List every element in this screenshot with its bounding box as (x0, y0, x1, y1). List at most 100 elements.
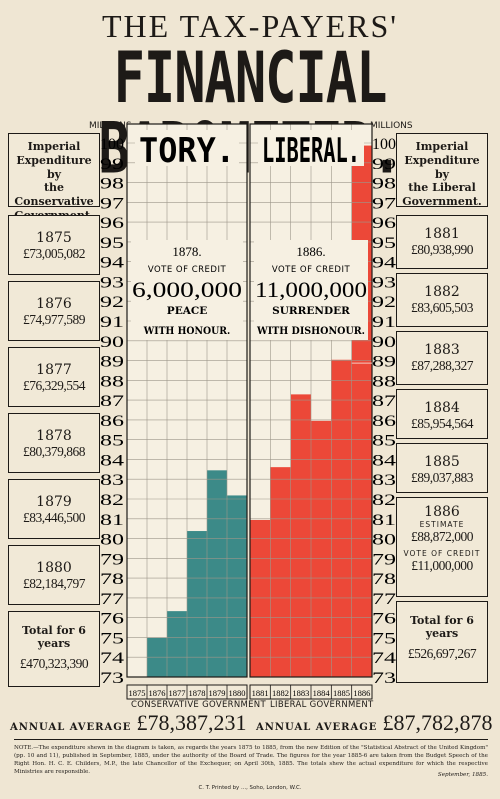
heading-line: the Conservative (14, 181, 94, 208)
y-tick-78: 78 (372, 571, 396, 588)
tory-caption-amount: 6,000,000 (132, 277, 242, 302)
box-year: 1886 (424, 504, 460, 520)
title-top: THE TAX-PAYERS' (101, 8, 399, 44)
total-label: Total for 6 years (22, 624, 86, 650)
y-tick-80: 80 (372, 532, 396, 549)
y-tick-81: 81 (100, 512, 124, 529)
tory-caption-year: 1878. (172, 244, 201, 259)
y-tick-73: 73 (100, 670, 124, 687)
y-tick-92: 92 (100, 294, 124, 311)
expenditure-box: 1881 £80,938,990 (396, 215, 488, 269)
y-tick-97: 97 (100, 195, 124, 212)
expenditure-box: 1883 £87,288,327 (396, 331, 488, 385)
y-tick-73: 73 (372, 670, 396, 687)
tory-annual-average: ANNUAL AVERAGE £78,387,231 (10, 710, 246, 736)
expenditure-box: 1879 £83,446,500 (8, 479, 100, 539)
box-year: 1880 (36, 560, 72, 576)
x-tick-1879: 1879 (209, 688, 226, 698)
liberal-avg-value: £87,782,878 (382, 710, 493, 735)
divider (14, 739, 488, 740)
y-tick-90: 90 (100, 334, 124, 351)
y-tick-99: 99 (100, 156, 124, 173)
y-tick-88: 88 (372, 373, 396, 390)
liberal-bar-1883 (290, 394, 311, 677)
x-tick-1885: 1885 (333, 688, 350, 698)
expenditure-box: 1882 £83,605,503 (396, 273, 488, 327)
y-tick-99: 99 (372, 156, 396, 173)
liberal-annual-average: ANNUAL AVERAGE £87,782,878 (256, 710, 492, 736)
footer-note: NOTE.—The expenditure shewn in the diagr… (14, 745, 488, 776)
tory-bar-1877 (167, 611, 187, 677)
liberal-caption-amount: 11,000,000 (255, 277, 367, 302)
total-box: Total for 6 years £470,323,390 (8, 611, 100, 687)
expenditure-box: 1875 £73,005,082 (8, 215, 100, 275)
printer-line: C. T. Printed by ..., Soho, London, W.C. (198, 785, 302, 791)
tory-avg-label: ANNUAL AVERAGE (10, 722, 132, 733)
panel-heading: Imperial Expenditure by the Liberal Governm… (396, 133, 488, 208)
y-tick-79: 79 (372, 551, 396, 568)
tory-caption-line1: PEACE (167, 305, 207, 317)
liberal-avg-label: ANNUAL AVERAGE (256, 722, 378, 733)
y-tick-87: 87 (100, 393, 124, 410)
tory-frame (126, 123, 248, 678)
expenditure-box: 1876 £74,977,589 (8, 281, 100, 341)
liberal-caption-year: 1886. (296, 244, 325, 259)
y-tick-78: 78 (100, 571, 124, 588)
footer-date: September, 1885. (437, 772, 488, 778)
x-tick-1877: 1877 (169, 688, 186, 698)
liberal-bar-1884 (311, 420, 332, 677)
expenditure-box: 1880 £82,184,797 (8, 545, 100, 605)
tory-heading-bg (135, 130, 239, 166)
y-tick-74: 74 (100, 650, 124, 667)
y-tick-82: 82 (372, 492, 396, 509)
y-tick-92: 92 (372, 294, 396, 311)
heading-line: Expenditure by (404, 153, 480, 181)
y-tick-100: 100 (372, 136, 396, 153)
y-tick-86: 86 (372, 413, 396, 430)
box-amount: £74,977,589 (23, 312, 86, 327)
liberal-frame (249, 123, 373, 678)
box-amount: £76,329,554 (23, 378, 86, 393)
y-tick-91: 91 (372, 314, 396, 331)
y-tick-84: 84 (372, 452, 396, 469)
heading-line: the Liberal (408, 181, 476, 195)
box-year: 1877 (36, 362, 72, 378)
y-tick-76: 76 (100, 611, 124, 628)
x-tick-1886: 1886 (353, 688, 370, 698)
y-tick-83: 83 (372, 472, 396, 489)
liberal-bar-1886 (351, 145, 372, 677)
box-vote-label: VOTE OF CREDIT (403, 549, 481, 558)
heading-line: Expenditure by (16, 153, 92, 181)
box-year: 1878 (36, 428, 72, 444)
x-tick-1884: 1884 (313, 688, 331, 698)
y-tick-86: 86 (100, 413, 124, 430)
y-tick-96: 96 (372, 215, 396, 232)
box-amount: £80,938,990 (411, 242, 474, 257)
x-tick-1875: 1875 (129, 688, 146, 698)
tory-caption-vote: VOTE OF CREDIT (148, 265, 227, 275)
x-tick-1883: 1883 (292, 688, 309, 698)
x-tick-1880: 1880 (229, 688, 246, 698)
total-box: Total for 6 years £526,697,267 (396, 601, 488, 683)
heading-line: Imperial (27, 140, 81, 153)
total-amount: £526,697,267 (407, 646, 477, 661)
x-tick-1881: 1881 (252, 688, 269, 698)
y-tick-98: 98 (100, 176, 124, 193)
tory-avg-value: £78,387,231 (136, 710, 247, 735)
liberal-caption-line2: WITH DISHONOUR. (256, 325, 365, 337)
y-tick-81: 81 (372, 512, 396, 529)
y-tick-96: 96 (100, 215, 124, 232)
y-tick-77: 77 (100, 591, 124, 608)
box-amount: £88,872,000 (411, 529, 474, 544)
box-year: 1882 (424, 284, 460, 300)
y-tick-89: 89 (100, 354, 124, 371)
box-year: 1876 (36, 296, 72, 312)
box-amount: £89,037,883 (411, 470, 474, 485)
y-tick-95: 95 (100, 235, 124, 252)
expenditure-box: 1877 £76,329,554 (8, 347, 100, 407)
liberal-bar-1885 (331, 359, 352, 677)
box-estimate-label: ESTIMATE (419, 520, 465, 529)
y-tick-84: 84 (100, 452, 124, 469)
y-tick-75: 75 (372, 630, 396, 647)
